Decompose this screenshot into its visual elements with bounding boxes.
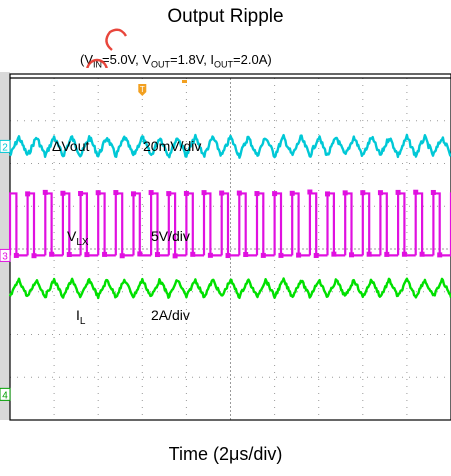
trace-edge-1 bbox=[102, 251, 108, 257]
channel-3-marker-text: 3 bbox=[2, 251, 8, 262]
trace-edge-1 bbox=[413, 189, 419, 195]
trace-1 bbox=[10, 193, 451, 255]
trace-edge-1 bbox=[78, 191, 84, 197]
chart-subtitle: (VIN=5.0V, VOUT=1.8V, IOUT=2.0A) bbox=[80, 52, 272, 70]
series-label-il: IL bbox=[76, 307, 86, 327]
trace-edge-1 bbox=[360, 190, 366, 196]
trace-edge-1 bbox=[437, 252, 443, 258]
trace-edge-1 bbox=[172, 253, 178, 259]
markers: 2 3 4 T bbox=[0, 80, 187, 401]
traces bbox=[8, 133, 451, 300]
trace-edge-1 bbox=[377, 190, 383, 196]
subtitle-sub: OUT bbox=[214, 59, 234, 70]
trace-edge-1 bbox=[384, 251, 390, 257]
subtitle-part: =1.8V, I bbox=[170, 52, 215, 67]
trace-edge-1 bbox=[307, 189, 313, 195]
channel-2-marker-text: 2 bbox=[2, 142, 8, 153]
trace-edge-1 bbox=[148, 190, 154, 196]
trace-edge-1 bbox=[154, 252, 160, 258]
trace-edge-1 bbox=[183, 190, 189, 196]
trace-edge-1 bbox=[201, 190, 207, 196]
trace-edge-1 bbox=[260, 252, 266, 258]
trace-edge-1 bbox=[254, 191, 260, 197]
trigger-level-tick bbox=[181, 80, 187, 83]
channel-4-marker-box bbox=[0, 387, 11, 401]
trace-edge-1 bbox=[313, 252, 319, 258]
trace-edge-1 bbox=[401, 251, 407, 257]
subtitle-part: =2.0A) bbox=[233, 52, 272, 67]
trace-edge-1 bbox=[95, 190, 101, 196]
trace-edge-1 bbox=[395, 189, 401, 195]
channel-2-marker-box bbox=[0, 139, 11, 153]
trigger-marker bbox=[138, 84, 147, 96]
trace-2 bbox=[8, 277, 451, 300]
scope-background bbox=[0, 68, 451, 418]
series-label-vout: ΔVout bbox=[52, 138, 89, 154]
trace-edge-1 bbox=[42, 189, 48, 195]
trace-edge-1 bbox=[207, 252, 213, 258]
trace-edge-1 bbox=[289, 190, 295, 196]
trace-edge-1 bbox=[225, 253, 231, 259]
trace-edge-1 bbox=[430, 189, 436, 195]
channel-3-marker-box bbox=[0, 248, 11, 262]
trace-edge-1 bbox=[278, 252, 284, 258]
trace-edge-1 bbox=[296, 252, 302, 258]
trace-edge-1 bbox=[349, 252, 355, 258]
trace-edge-1 bbox=[236, 190, 242, 196]
trace-edge-1 bbox=[13, 252, 19, 258]
trace-edge-1 bbox=[130, 191, 136, 197]
trace-edge-1 bbox=[331, 251, 337, 257]
trigger-marker-text: T bbox=[140, 85, 145, 94]
subtitle-sub: OUT bbox=[151, 59, 171, 70]
series-scale-vout: 20mV/div bbox=[143, 138, 201, 154]
trace-edge-1 bbox=[49, 251, 55, 257]
scope-left-bar bbox=[0, 72, 10, 420]
trace-edge-1 bbox=[243, 252, 249, 258]
trace-edge-1 bbox=[113, 190, 119, 196]
channel-4-marker-text: 4 bbox=[2, 390, 8, 401]
x-axis-label: Time (2μs/div) bbox=[168, 444, 283, 464]
chart-title: Output Ripple bbox=[167, 6, 284, 27]
trace-edge-1 bbox=[342, 190, 348, 196]
grid bbox=[10, 78, 451, 420]
trace-0 bbox=[8, 133, 451, 159]
series-label-vlx: VLX bbox=[67, 228, 89, 248]
trace-edge-1 bbox=[325, 191, 331, 197]
trace-edge-1 bbox=[66, 252, 72, 258]
trace-edge-1 bbox=[119, 253, 125, 259]
trace-edge-1 bbox=[84, 252, 90, 258]
trace-edge-1 bbox=[166, 191, 172, 197]
trace-edge-1 bbox=[60, 190, 66, 196]
trace-edge-1 bbox=[366, 251, 372, 257]
trace-edge-1 bbox=[190, 251, 196, 257]
series-scale-il: 2A/div bbox=[151, 307, 190, 323]
series-label-il-main: I bbox=[76, 307, 80, 323]
trace-edge-1 bbox=[419, 251, 425, 257]
subtitle-part: =5.0V, V bbox=[102, 52, 152, 67]
series-label-il-sub: L bbox=[80, 316, 86, 327]
trace-edge-1 bbox=[219, 190, 225, 196]
series-label-vlx-sub: LX bbox=[76, 237, 89, 248]
series-label-vlx-main: V bbox=[67, 228, 77, 244]
trace-edge-1 bbox=[272, 191, 278, 197]
series-scale-vlx: 5V/div bbox=[151, 228, 190, 244]
trace-edge-1 bbox=[25, 191, 31, 197]
trace-edge-1 bbox=[31, 253, 37, 259]
trace-edge-1 bbox=[137, 251, 143, 257]
